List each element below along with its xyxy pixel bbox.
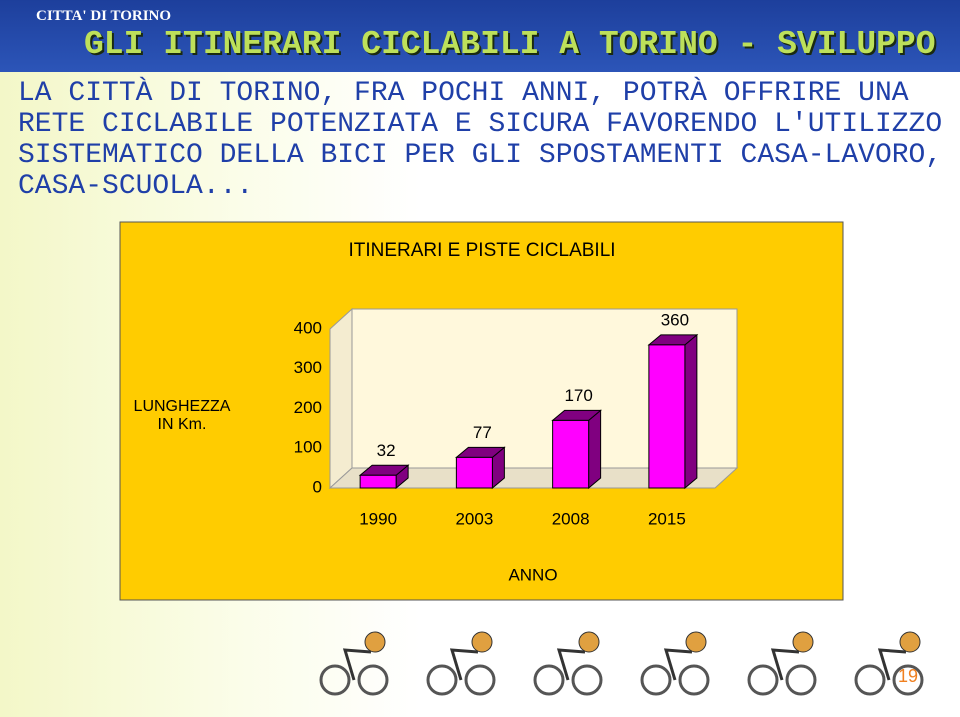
cyclist-helmet (471, 631, 493, 653)
x-axis-label: ANNO (508, 565, 557, 584)
body-line: CASA-SCUOLA... (18, 171, 254, 202)
cyclist-wheel (464, 664, 496, 696)
bar-side (588, 409, 602, 490)
value-label: 32 (377, 441, 396, 460)
cyclist-wheel (357, 664, 389, 696)
body-line: SISTEMATICO DELLA BICI PER GLI SPOSTAMEN… (18, 140, 943, 171)
bar-side (684, 333, 698, 490)
cyclist-body (342, 648, 372, 681)
cyclist-wheel (426, 664, 458, 696)
cyclist-helmet (792, 631, 814, 653)
bar (359, 474, 397, 489)
value-label: 77 (473, 423, 492, 442)
cyclist-helmet (364, 631, 386, 653)
cyclist-wheel (640, 664, 672, 696)
cyclist-wheel (571, 664, 603, 696)
chart-title: ITINERARI E PISTE CICLABILI (348, 240, 615, 261)
cyclist-wheel (892, 664, 924, 696)
cyclist-wheel (854, 664, 886, 696)
cyclist-body (770, 648, 800, 681)
y-tick-label: 0 (313, 477, 322, 496)
slide-title: GLI ITINERARI CICLABILI A TORINO - SVILU… (84, 26, 936, 63)
bar (648, 344, 686, 489)
cyclist-wheel (678, 664, 710, 696)
value-label: 360 (661, 310, 689, 329)
cyclist-helmet (685, 631, 707, 653)
body-line: LA CITTÀ DI TORINO, FRA POCHI ANNI, POTR… (18, 78, 909, 109)
body-line: RETE CICLABILE POTENZIATA E SICURA FAVOR… (18, 109, 943, 140)
y-tick-label: 300 (294, 358, 322, 377)
value-label: 170 (564, 386, 592, 405)
cyclist-body (556, 648, 586, 681)
cyclist-body (449, 648, 479, 681)
x-tick-label: 2008 (552, 509, 590, 528)
body-text: LA CITTÀ DI TORINO, FRA POCHI ANNI, POTR… (18, 78, 942, 202)
header-bar: CITTA' DI TORINO GLI ITINERARI CICLABILI… (0, 0, 960, 72)
y-tick-label: 400 (294, 318, 322, 337)
y-tick-label: 200 (294, 398, 322, 417)
page-number: 19 (898, 666, 919, 686)
y-axis-label: LUNGHEZZA IN Km. (133, 398, 231, 433)
y-tick-label: 100 (294, 438, 322, 457)
cyclist-body (877, 648, 907, 681)
cyclist-helmet (899, 631, 921, 653)
cyclist-wheel (785, 664, 817, 696)
cyclist-wheel (319, 664, 351, 696)
cyclist-helmet (578, 631, 600, 653)
plot-side-wall (329, 307, 353, 490)
logo-text: CITTA' DI TORINO (36, 8, 172, 24)
x-tick-label: 2015 (648, 509, 686, 528)
cyclist-body (663, 648, 693, 681)
bar (455, 456, 493, 489)
x-tick-label: 2003 (455, 509, 493, 528)
cyclist-wheel (747, 664, 779, 696)
x-tick-label: 1990 (359, 509, 397, 528)
cyclist-wheel (533, 664, 565, 696)
bar (552, 419, 590, 489)
